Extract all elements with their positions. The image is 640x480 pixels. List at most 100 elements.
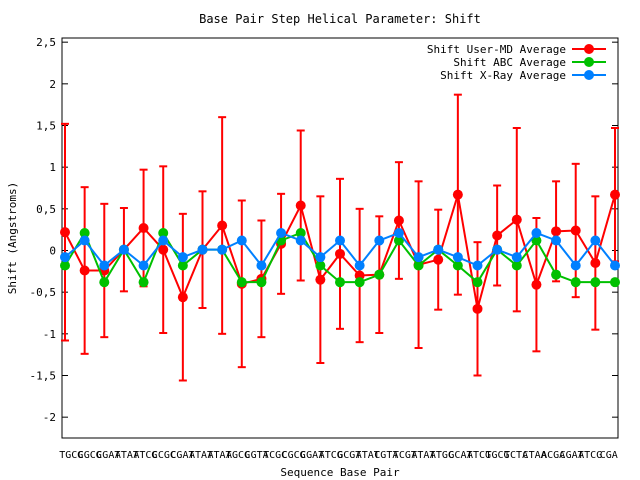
- data-point: [177, 260, 188, 271]
- y-tick-label: 0,5: [36, 203, 56, 216]
- data-point: [590, 258, 601, 268]
- data-point: [335, 248, 345, 259]
- y-tick-label: -2: [43, 411, 56, 424]
- x-tick-label: CGAT: [300, 450, 324, 461]
- data-point: [472, 260, 483, 271]
- x-tick-label: ATAT: [356, 450, 380, 461]
- x-tick-label: ATAT: [115, 450, 139, 461]
- x-tick-label: CGAT: [170, 450, 194, 461]
- data-point: [511, 252, 522, 263]
- data-point: [236, 235, 247, 246]
- y-tick-label: 2,5: [36, 36, 56, 49]
- data-point: [452, 260, 463, 271]
- data-point: [295, 200, 306, 211]
- y-tick-label: 2: [49, 78, 56, 91]
- data-point: [79, 228, 90, 238]
- data-point: [531, 235, 542, 246]
- x-tick-label: CGAT: [96, 450, 120, 461]
- data-point: [276, 228, 287, 238]
- x-tick-label: TCTA: [504, 450, 528, 461]
- data-point: [452, 189, 463, 200]
- data-point: [217, 244, 228, 255]
- data-point: [335, 277, 345, 288]
- data-point: [197, 244, 208, 255]
- data-point: [551, 226, 562, 237]
- data-point: [177, 292, 188, 303]
- data-point: [158, 235, 169, 246]
- data-point: [590, 277, 601, 288]
- x-tick-label: ATGC: [430, 450, 454, 461]
- data-point: [570, 260, 581, 271]
- data-point: [60, 252, 70, 263]
- data-point: [492, 230, 503, 241]
- legend-label: Shift ABC Average: [453, 56, 566, 69]
- data-point: [60, 227, 70, 238]
- data-point: [492, 244, 503, 255]
- y-tick-label: -1: [43, 328, 56, 341]
- data-point: [256, 260, 267, 271]
- data-point: [531, 279, 542, 290]
- y-axis-label: Shift (Angstroms): [6, 182, 19, 295]
- data-point: [413, 252, 424, 263]
- x-tick-label: TGCG: [59, 450, 83, 461]
- x-tick-label: GCAT: [448, 450, 472, 461]
- data-point: [256, 277, 267, 288]
- data-point: [570, 277, 581, 288]
- data-point: [138, 277, 149, 288]
- data-point: [551, 235, 562, 246]
- x-tick-label: ATAT: [411, 450, 435, 461]
- x-axis: TGCGCGCGCGATATATATCGCCGCCGATATATATATAGCG…: [59, 450, 618, 461]
- data-point: [452, 252, 463, 263]
- data-point: [60, 260, 70, 271]
- data-point: [99, 277, 110, 288]
- data-point: [99, 260, 110, 271]
- legend-marker: [584, 70, 594, 80]
- data-point: [511, 260, 522, 271]
- legend-marker: [584, 44, 594, 54]
- legend-marker: [584, 57, 594, 67]
- x-tick-label: CGA: [600, 450, 618, 461]
- data-point: [217, 220, 228, 231]
- x-tick-label: TGCG: [485, 450, 509, 461]
- data-point: [138, 260, 149, 271]
- data-point: [138, 223, 149, 233]
- x-tick-label: CGTA: [245, 450, 269, 461]
- x-tick-label: CCGC: [152, 450, 176, 461]
- data-point: [433, 254, 444, 265]
- data-point: [79, 235, 90, 246]
- x-tick-label: CGAT: [560, 450, 584, 461]
- data-point: [118, 244, 129, 255]
- data-point: [551, 269, 562, 280]
- data-point: [610, 277, 620, 288]
- legend-label: Shift X-Ray Average: [440, 69, 566, 82]
- y-tick-label: 1,5: [36, 120, 56, 133]
- x-axis-label: Sequence Base Pair: [280, 466, 400, 479]
- data-point: [590, 235, 601, 246]
- x-tick-label: ACGA: [541, 450, 565, 461]
- data-point: [393, 235, 404, 246]
- y-tick-label: 0: [49, 245, 56, 258]
- data-point: [433, 244, 444, 255]
- data-point: [177, 252, 188, 263]
- data-point: [374, 269, 385, 280]
- x-tick-label: ATCG: [133, 450, 157, 461]
- data-point: [354, 260, 365, 271]
- x-tick-label: TCGC: [263, 450, 287, 461]
- data-point: [472, 303, 483, 314]
- x-tick-label: CTAA: [523, 450, 547, 461]
- x-tick-label: CGCG: [282, 450, 306, 461]
- x-tick-label: ATCG: [467, 450, 491, 461]
- data-point: [158, 228, 169, 238]
- data-point: [79, 265, 90, 276]
- series-layer: [60, 93, 620, 382]
- x-tick-label: CGCG: [78, 450, 102, 461]
- y-tick-label: 1: [49, 161, 56, 174]
- plot-frame: [61, 37, 619, 439]
- y-tick-label: -1,5: [30, 370, 57, 383]
- x-tick-label: CGTA: [374, 450, 398, 461]
- legend-label: Shift User-MD Average: [427, 43, 566, 56]
- y-tick-label: -0,5: [30, 286, 57, 299]
- data-point: [531, 228, 542, 238]
- data-point: [472, 277, 483, 288]
